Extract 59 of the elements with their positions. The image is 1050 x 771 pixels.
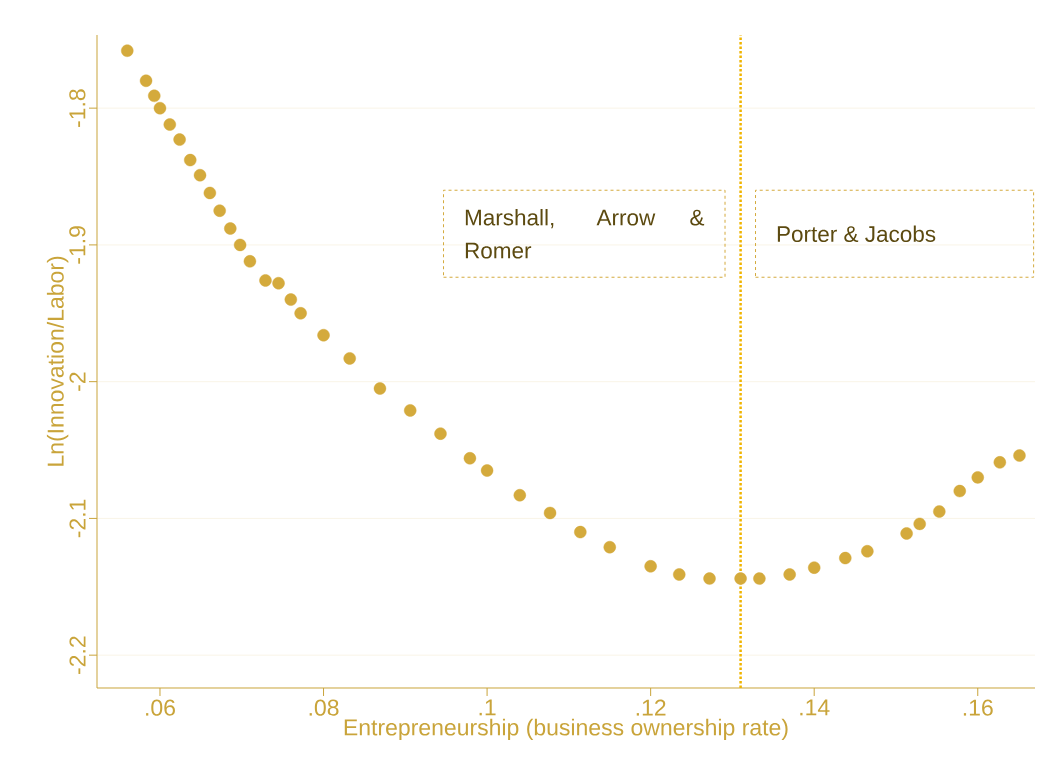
y-tick-label: -1.8 bbox=[69, 89, 86, 127]
point bbox=[480, 464, 494, 477]
point bbox=[673, 568, 686, 581]
point bbox=[574, 525, 587, 539]
x-tick-label: .12 bbox=[636, 699, 666, 716]
point bbox=[294, 307, 307, 320]
y-tick-label: -1.9 bbox=[69, 226, 86, 264]
point bbox=[153, 101, 167, 115]
point bbox=[193, 168, 207, 182]
point bbox=[224, 222, 237, 235]
x-axis-title: Entrepreneurship (business ownership rate) bbox=[344, 718, 788, 741]
point bbox=[259, 274, 272, 287]
x-tick-label: .16 bbox=[963, 699, 993, 716]
x-tick-label: .08 bbox=[309, 699, 339, 716]
point bbox=[173, 133, 186, 146]
annotation: Marshall, Arrow & Romer bbox=[465, 208, 705, 259]
x-tick-label: .06 bbox=[146, 699, 175, 716]
point bbox=[993, 456, 1007, 469]
point bbox=[233, 238, 247, 252]
point bbox=[373, 382, 387, 395]
point bbox=[404, 404, 417, 417]
point bbox=[139, 74, 153, 87]
point bbox=[543, 506, 557, 520]
point bbox=[603, 540, 616, 554]
point bbox=[203, 186, 217, 200]
point bbox=[734, 572, 747, 585]
point bbox=[184, 153, 197, 167]
point bbox=[839, 551, 852, 565]
point bbox=[243, 255, 257, 268]
y-tick-label: -2.2 bbox=[69, 636, 86, 674]
point bbox=[900, 527, 913, 540]
point bbox=[434, 427, 447, 440]
point bbox=[163, 118, 176, 131]
point bbox=[913, 517, 926, 531]
y-tick-label: -2 bbox=[69, 372, 86, 391]
y-tick-label: -2.1 bbox=[69, 499, 86, 538]
x-tick-label: .14 bbox=[800, 699, 830, 716]
point bbox=[971, 471, 984, 484]
point bbox=[861, 545, 874, 558]
point bbox=[783, 568, 796, 581]
point bbox=[463, 452, 477, 465]
point bbox=[953, 484, 966, 498]
point bbox=[703, 572, 716, 585]
point bbox=[284, 293, 298, 306]
point bbox=[1013, 449, 1026, 462]
point bbox=[808, 561, 821, 574]
point bbox=[513, 488, 526, 502]
y-axis-title: Ln(Innovation/Labor) bbox=[46, 256, 69, 466]
point bbox=[148, 89, 161, 103]
point bbox=[213, 204, 226, 217]
point bbox=[121, 44, 134, 57]
annotation: Porter & Jacobs bbox=[777, 225, 936, 243]
point bbox=[272, 277, 285, 290]
point bbox=[343, 352, 356, 365]
point bbox=[317, 328, 330, 342]
point bbox=[933, 505, 946, 518]
point bbox=[753, 572, 766, 585]
x-tick-label: .1 bbox=[479, 699, 496, 716]
point bbox=[644, 560, 657, 573]
